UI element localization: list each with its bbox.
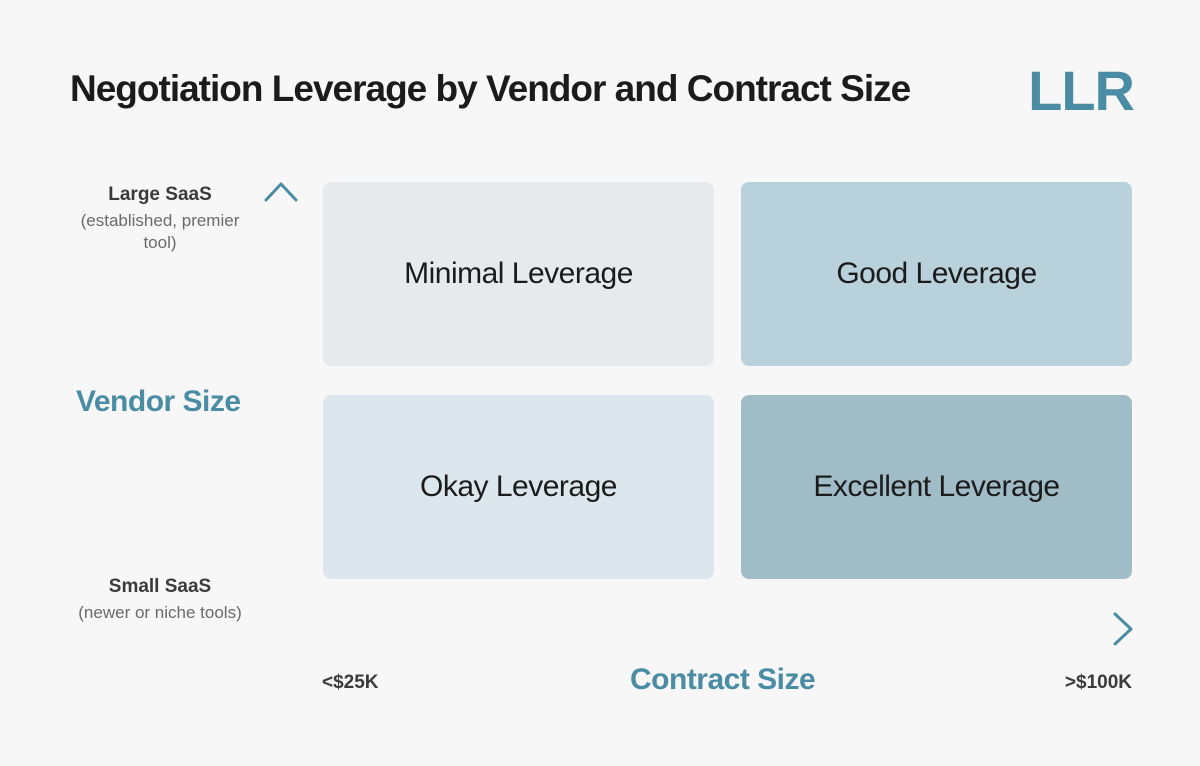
quadrant-okay-leverage: Okay Leverage xyxy=(323,395,714,579)
small-saas-label: Small SaaS xyxy=(108,576,212,597)
x-left-label: <$25K xyxy=(322,672,379,693)
y-top-label: Large SaaS (established, premier tool) xyxy=(60,184,260,254)
small-saas-sublabel: (newer or niche tools) xyxy=(78,603,242,622)
x-right-label: >$100K xyxy=(1064,672,1132,693)
large-saas-label: Large SaaS xyxy=(108,184,212,205)
llr-logo: LLR xyxy=(1028,59,1135,122)
x-axis-arrow xyxy=(281,612,1133,646)
quadrant-excellent-leverage: Excellent Leverage xyxy=(741,395,1132,579)
contract-size-axis-title: Contract Size xyxy=(630,663,816,696)
large-saas-sublabel: (established, premier tool) xyxy=(80,211,240,252)
page-title: Negotiation Leverage by Vendor and Contr… xyxy=(70,68,911,109)
y-axis-arrow xyxy=(264,182,298,630)
quadrant-good-leverage: Good Leverage xyxy=(741,182,1132,366)
y-bottom-label: Small SaaS (newer or niche tools) xyxy=(60,576,260,624)
vendor-size-axis-title: Vendor Size xyxy=(76,385,241,418)
quadrant-minimal-leverage: Minimal Leverage xyxy=(323,182,714,366)
